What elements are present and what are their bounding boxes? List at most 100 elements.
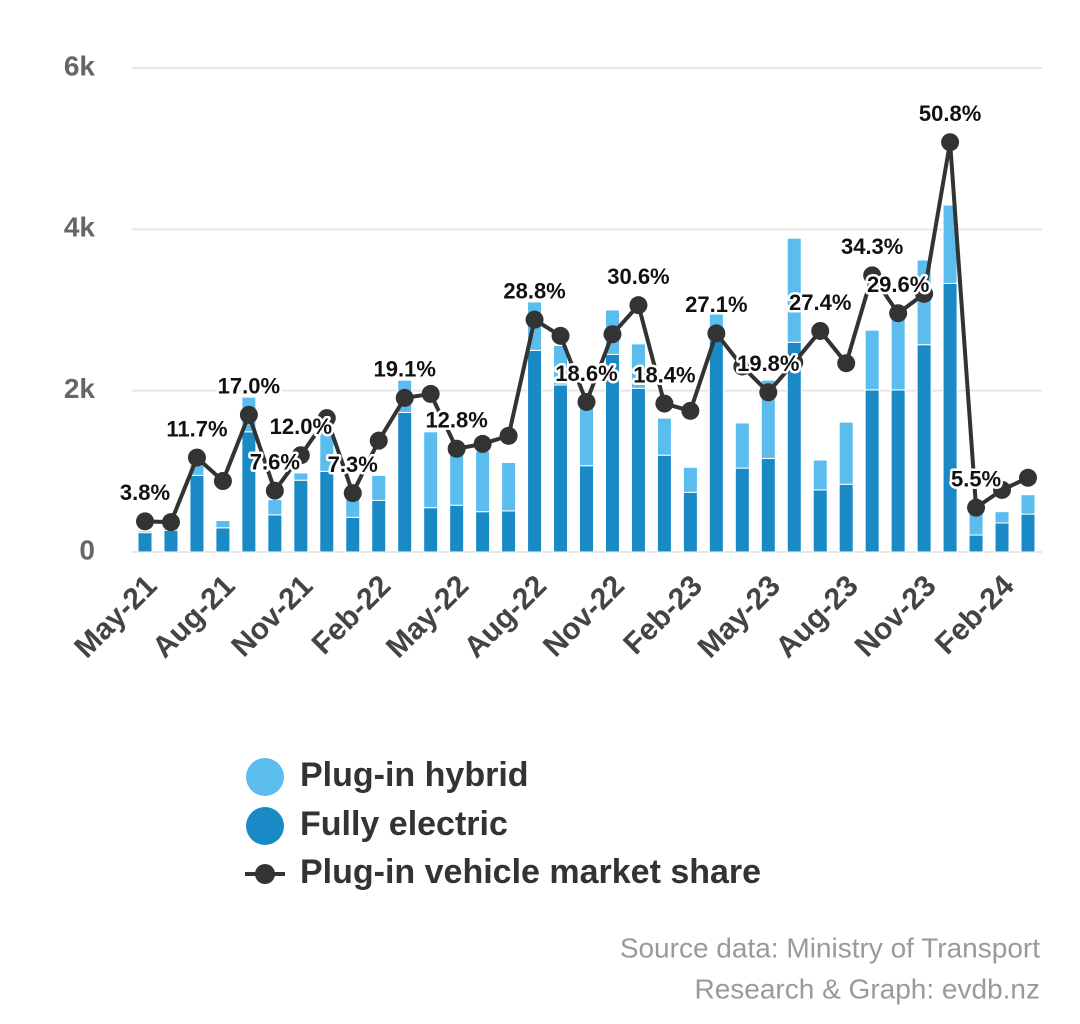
share-point: [629, 296, 648, 315]
share-point: [785, 353, 804, 372]
bar-segment: [838, 421, 854, 485]
data-label: 12.8%: [425, 408, 487, 433]
data-label: 11.7%: [166, 416, 227, 441]
bar-segment: [423, 507, 439, 553]
bar-segment: [189, 474, 205, 553]
bar-segment: [734, 467, 750, 553]
x-tick-label: Aug-22: [458, 569, 553, 664]
bar-segment: [682, 491, 698, 553]
bar-segment: [656, 454, 672, 553]
share-point: [733, 357, 752, 376]
bar-segment: [553, 384, 569, 553]
x-tick-label: Feb-24: [929, 569, 1021, 661]
share-point: [655, 394, 674, 413]
share-point: [837, 354, 856, 373]
share-point: [967, 498, 986, 517]
bar-segment: [345, 516, 361, 553]
bar-segment: [267, 514, 283, 553]
legend-label: Plug-in hybrid: [300, 756, 529, 794]
share-point: [759, 383, 778, 402]
bar-segment: [682, 466, 698, 493]
x-tick-label: Feb-22: [306, 569, 398, 661]
bar-segment: [215, 520, 231, 529]
share-point: [915, 284, 934, 303]
x-tick-label: May-22: [380, 569, 475, 664]
bar-segment: [942, 282, 958, 553]
x-tick-label: Aug-21: [146, 569, 241, 664]
bar-segment: [293, 472, 309, 481]
y-tick-label: 0: [79, 534, 95, 565]
share-point: [317, 409, 336, 428]
share-point: [447, 439, 466, 458]
bar-segment: [475, 511, 491, 553]
bar-segment: [786, 237, 802, 343]
legend-swatch: [246, 807, 284, 845]
share-point: [421, 384, 440, 403]
y-tick-label: 4k: [64, 212, 96, 243]
bar-segment: [916, 344, 932, 553]
bar-segment: [994, 522, 1010, 553]
bar-segment: [293, 479, 309, 553]
bar-segment: [137, 532, 153, 553]
bar-segment: [319, 470, 335, 553]
bar-segment: [760, 457, 776, 553]
bar-segment: [994, 511, 1010, 524]
share-point: [681, 401, 700, 420]
bar-segment: [449, 504, 465, 553]
data-label: 5.5%: [951, 466, 1001, 491]
bar-segment: [475, 450, 491, 513]
source-line: Research & Graph: evdb.nz: [694, 973, 1040, 1004]
bar-segment: [371, 499, 387, 553]
share-point: [161, 513, 180, 532]
bar-segment: [656, 417, 672, 456]
x-tick-label: Nov-21: [225, 569, 319, 663]
share-point: [941, 133, 960, 152]
bar-segment: [267, 499, 283, 516]
bar-segment: [579, 406, 594, 467]
bar-segment: [1020, 494, 1036, 515]
data-label: 27.4%: [789, 290, 851, 315]
data-label: 7.3%: [328, 452, 378, 477]
bar-segment: [163, 529, 179, 553]
data-label: 29.6%: [867, 272, 929, 297]
data-label: 27.1%: [685, 292, 747, 317]
share-point: [863, 266, 882, 285]
bar-segment: [968, 534, 984, 553]
x-tick-label: May-21: [68, 569, 163, 664]
legend-dot: [255, 864, 275, 884]
x-tick-label: Nov-22: [537, 569, 631, 663]
y-tick-label: 2k: [64, 373, 96, 404]
bar-segment: [864, 329, 880, 391]
bar-segment: [864, 389, 880, 553]
share-point: [603, 325, 622, 344]
data-label: 17.0%: [218, 374, 280, 399]
bar-segment: [708, 339, 724, 553]
bar-segment: [137, 530, 153, 534]
share-point: [525, 310, 544, 329]
legend-label: Fully electric: [300, 805, 508, 843]
bar-segment: [501, 510, 517, 553]
source-line: Source data: Ministry of Transport: [620, 932, 1040, 963]
data-label: 19.1%: [374, 357, 436, 382]
data-label: 12.0%: [270, 414, 332, 439]
x-tick-label: Feb-23: [617, 569, 709, 661]
share-point: [291, 446, 310, 465]
x-tick-label: May-23: [692, 569, 787, 664]
share-point: [369, 431, 388, 450]
data-label: 19.8%: [737, 351, 799, 376]
bar-segment: [215, 527, 231, 553]
share-point: [993, 480, 1012, 499]
share-point: [577, 392, 596, 411]
share-point: [343, 484, 362, 503]
data-label: 18.6%: [555, 361, 617, 386]
share-point: [239, 405, 258, 424]
bar-segment: [397, 411, 413, 553]
share-point: [473, 434, 492, 453]
data-label: 3.8%: [120, 480, 170, 505]
share-point: [811, 321, 830, 340]
data-label: 18.4%: [633, 362, 695, 387]
data-label: 34.3%: [841, 234, 903, 259]
data-label: 50.8%: [919, 101, 981, 126]
share-point: [1019, 468, 1037, 487]
y-tick-label: 6k: [64, 50, 96, 81]
